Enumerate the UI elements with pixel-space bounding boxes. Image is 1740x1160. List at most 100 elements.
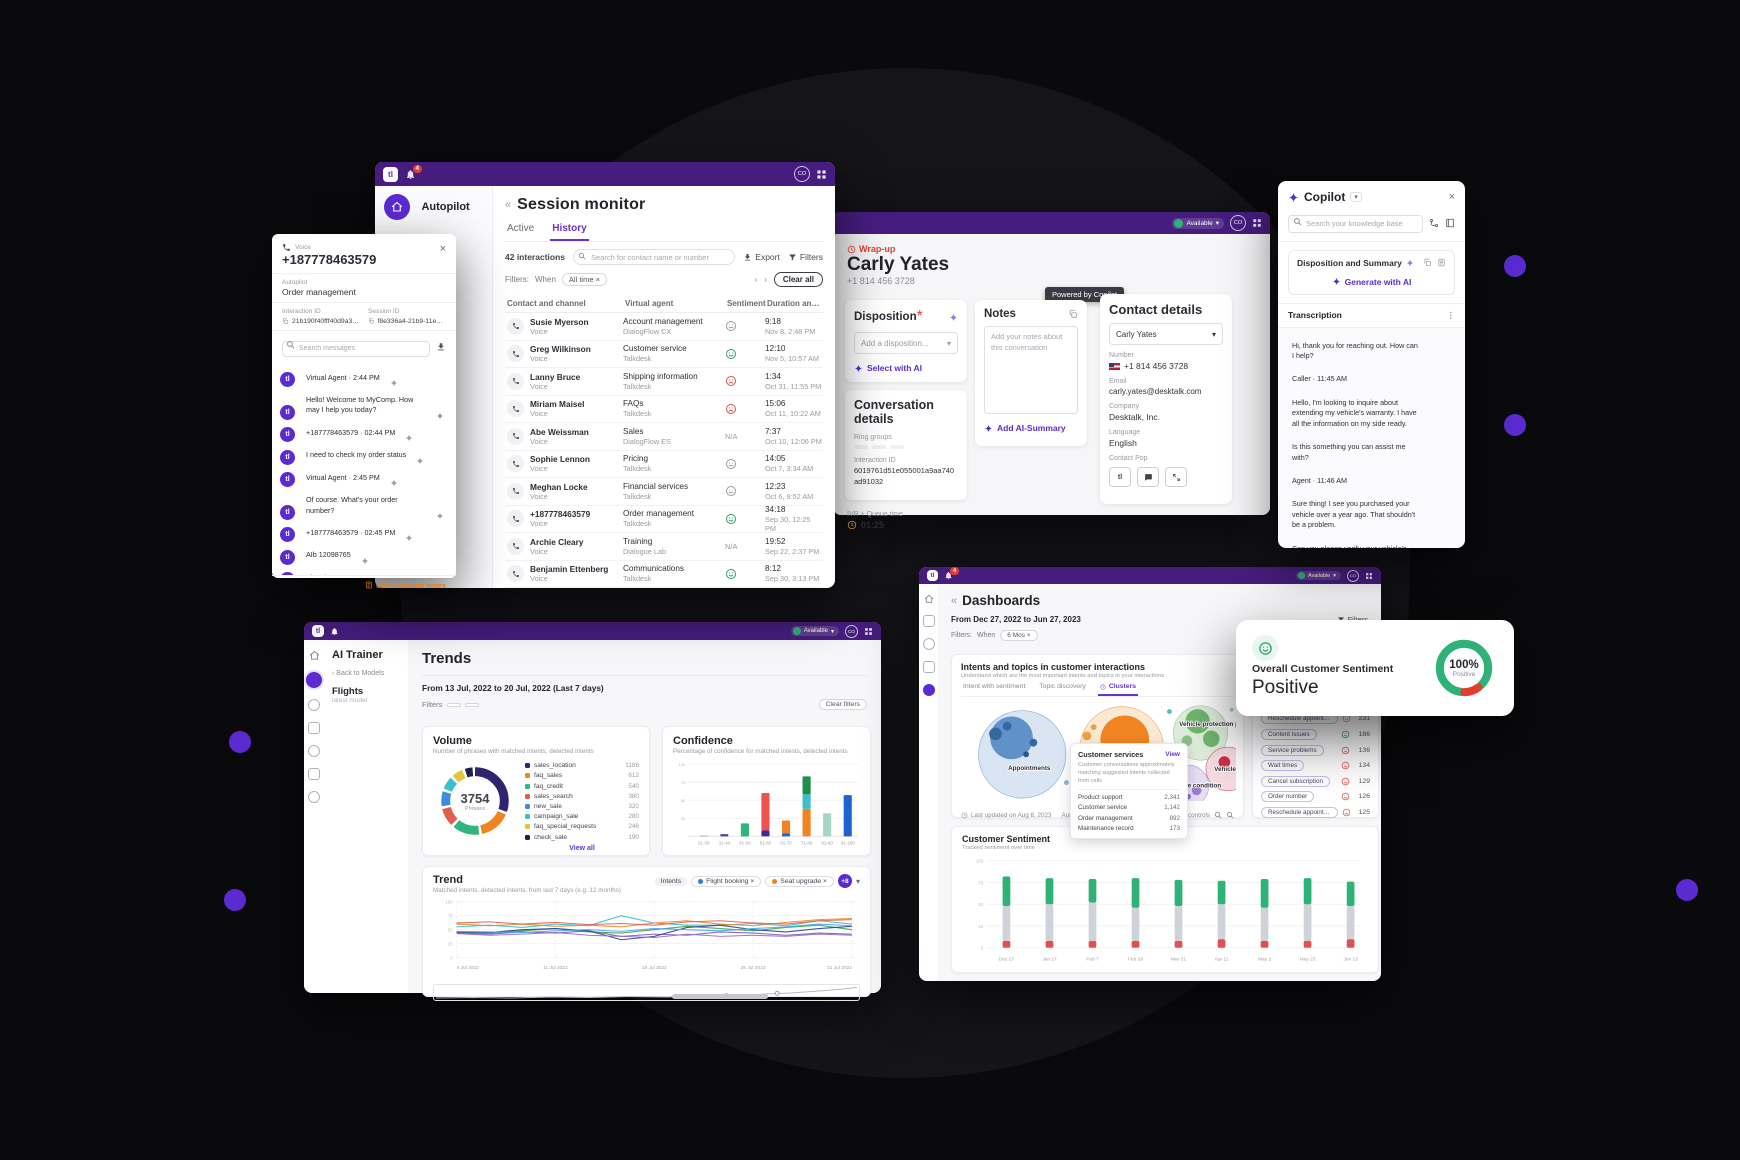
intent-chip[interactable]: Content issues — [1261, 728, 1317, 740]
collapse-sidebar-icon[interactable]: « — [505, 199, 512, 211]
flows-icon[interactable] — [308, 699, 320, 711]
table-row[interactable]: Meghan Locke Voice Financial services Talk… — [505, 478, 823, 506]
tab-clusters[interactable]: Clusters — [1097, 683, 1139, 696]
add-ai-summary-button[interactable]: Add AI-Summary — [984, 423, 1078, 433]
tab-history[interactable]: History — [550, 223, 589, 241]
apps-icon[interactable] — [922, 661, 935, 673]
notes-textarea[interactable]: Add your notes about this conversation — [984, 326, 1078, 414]
user-avatar[interactable]: CO — [845, 624, 858, 638]
agent-status-pill[interactable]: Available ▾ — [1296, 571, 1341, 580]
zoom-controls[interactable]: Zoom controls — [1170, 811, 1234, 819]
intent-chip[interactable]: Cancel subscription — [1261, 775, 1330, 787]
table-row[interactable]: Greg Wilkinson Voice Customer service Talk… — [505, 341, 823, 368]
intent-chip[interactable]: Order number — [1261, 791, 1315, 803]
legend-row[interactable]: Cancel subscription 129 — [1261, 775, 1370, 787]
doc-icon[interactable] — [1437, 258, 1446, 267]
user-avatar[interactable]: CO — [1230, 215, 1246, 231]
sidebar-item[interactable] — [328, 739, 404, 746]
knowledge-search-input[interactable] — [1288, 214, 1423, 233]
copilot-mode-dropdown[interactable]: ▾ — [1350, 192, 1362, 202]
tab-intent-sentiment[interactable]: Intent with sentiment — [963, 683, 1026, 690]
chevron-down-icon[interactable]: ▾ — [855, 876, 860, 886]
prev-page-icon[interactable]: ‹ — [754, 275, 758, 284]
filter-chip[interactable] — [465, 702, 480, 707]
series-chip[interactable]: Flight booking × — [691, 875, 762, 887]
scrubber-handle[interactable] — [672, 994, 768, 999]
sidebar-item[interactable] — [328, 725, 404, 732]
zoom-in-icon[interactable] — [1214, 811, 1222, 819]
search-input[interactable] — [573, 249, 736, 265]
users-icon[interactable] — [922, 638, 935, 650]
sidebar-item[interactable] — [328, 753, 404, 760]
table-row[interactable]: Benjamin Ettenberg Voice Communications Ta… — [505, 561, 823, 588]
legend-row[interactable]: Order number 126 — [1261, 791, 1370, 803]
table-row[interactable]: Archie Cleary Voice Training Dialogue Lab … — [505, 533, 823, 561]
ring-group-chip[interactable] — [854, 445, 868, 449]
disposition-select[interactable]: Add a disposition... ▾ — [854, 332, 958, 354]
tab-active[interactable]: Active — [507, 223, 535, 234]
expand-pop-button[interactable] — [1165, 467, 1187, 487]
clear-all-button[interactable]: Clear all — [773, 272, 823, 287]
col-contact[interactable]: Contact and channel — [507, 299, 586, 308]
notifications-bell[interactable]: 4 — [944, 567, 959, 580]
settings-icon[interactable] — [308, 791, 320, 803]
tab-topic-discovery[interactable]: Topic discovery — [1039, 683, 1086, 690]
copy-icon[interactable] — [368, 317, 374, 325]
col-agent[interactable]: Virtual agent — [625, 299, 674, 308]
branch-icon[interactable] — [1429, 218, 1439, 228]
agent-status-pill[interactable]: Available ▾ — [790, 626, 839, 636]
copy-icon[interactable] — [1423, 258, 1432, 267]
collapse-icon[interactable]: « — [951, 594, 958, 607]
legend-row[interactable]: Service problems 136 — [1261, 744, 1370, 756]
apps-grid-icon[interactable] — [864, 627, 873, 636]
reports-icon[interactable] — [922, 615, 935, 627]
sidebar-item[interactable] — [328, 767, 404, 774]
export-button[interactable]: Export — [743, 252, 780, 262]
series-chip[interactable]: Seat upgrade × — [765, 875, 834, 887]
clear-filters-button[interactable]: Clear filters — [818, 699, 867, 710]
ai-trainer-icon[interactable] — [306, 672, 322, 688]
home-icon[interactable] — [309, 650, 320, 661]
sidebar-item[interactable] — [328, 711, 404, 718]
notifications-bell[interactable]: 4 — [405, 164, 422, 180]
filters-button[interactable]: Filters — [1337, 615, 1368, 624]
search-messages-input[interactable] — [282, 340, 430, 357]
table-row[interactable]: Abe Weissman Voice Sales DialogFlow ES N/A… — [505, 423, 823, 451]
table-row[interactable]: Susie Myerson Voice Account management Dia… — [505, 313, 823, 341]
next-page-icon[interactable]: › — [764, 275, 767, 284]
filters-button[interactable]: Filters — [788, 252, 823, 262]
sidebar-item[interactable] — [328, 718, 404, 725]
close-icon[interactable]: × — [1448, 191, 1455, 203]
talkdesk-pop-button[interactable]: tl — [1109, 467, 1131, 487]
apps-grid-icon[interactable] — [816, 169, 827, 180]
legend-row[interactable]: Reschedule appointment 125 — [1261, 806, 1370, 818]
bubble-chart[interactable]: AppointmentsBookingVehicle protection pl… — [961, 697, 1255, 808]
ring-group-chip[interactable] — [872, 445, 886, 449]
sidebar-item[interactable] — [328, 732, 404, 739]
view-all-link[interactable]: View all — [569, 844, 595, 852]
intents-scope-chip[interactable]: Intents — [654, 876, 688, 886]
legend-row[interactable]: Content issues 186 — [1261, 728, 1370, 740]
generate-with-ai-button[interactable]: Generate with AI — [1297, 277, 1446, 287]
home-icon[interactable] — [924, 594, 934, 604]
conversation-notes-link[interactable]: Conversation notes — [365, 581, 446, 590]
legend-row[interactable]: Wait times 134 — [1261, 760, 1370, 772]
trend-range-scrubber[interactable] — [433, 984, 860, 1001]
copilot-suggest-icon[interactable] — [949, 313, 958, 322]
ring-group-chip[interactable] — [890, 445, 904, 449]
home-icon[interactable] — [384, 194, 410, 220]
knowledge-book-icon[interactable] — [1445, 218, 1455, 228]
copy-icon[interactable] — [282, 317, 289, 325]
all-time-chip[interactable]: All time × — [561, 273, 607, 286]
range-chip[interactable]: 6 Mos × — [1000, 630, 1038, 641]
intent-chip[interactable]: Wait times — [1261, 760, 1305, 772]
sidebar-item[interactable] — [328, 746, 404, 753]
user-avatar[interactable]: CO — [794, 166, 810, 182]
intent-chip[interactable]: Reschedule appointment — [1261, 806, 1339, 818]
filter-chip[interactable] — [447, 702, 462, 707]
select-with-ai-button[interactable]: Select with AI — [854, 363, 958, 373]
copy-icon[interactable] — [1068, 309, 1078, 319]
intent-chip[interactable]: Service problems — [1261, 744, 1324, 756]
